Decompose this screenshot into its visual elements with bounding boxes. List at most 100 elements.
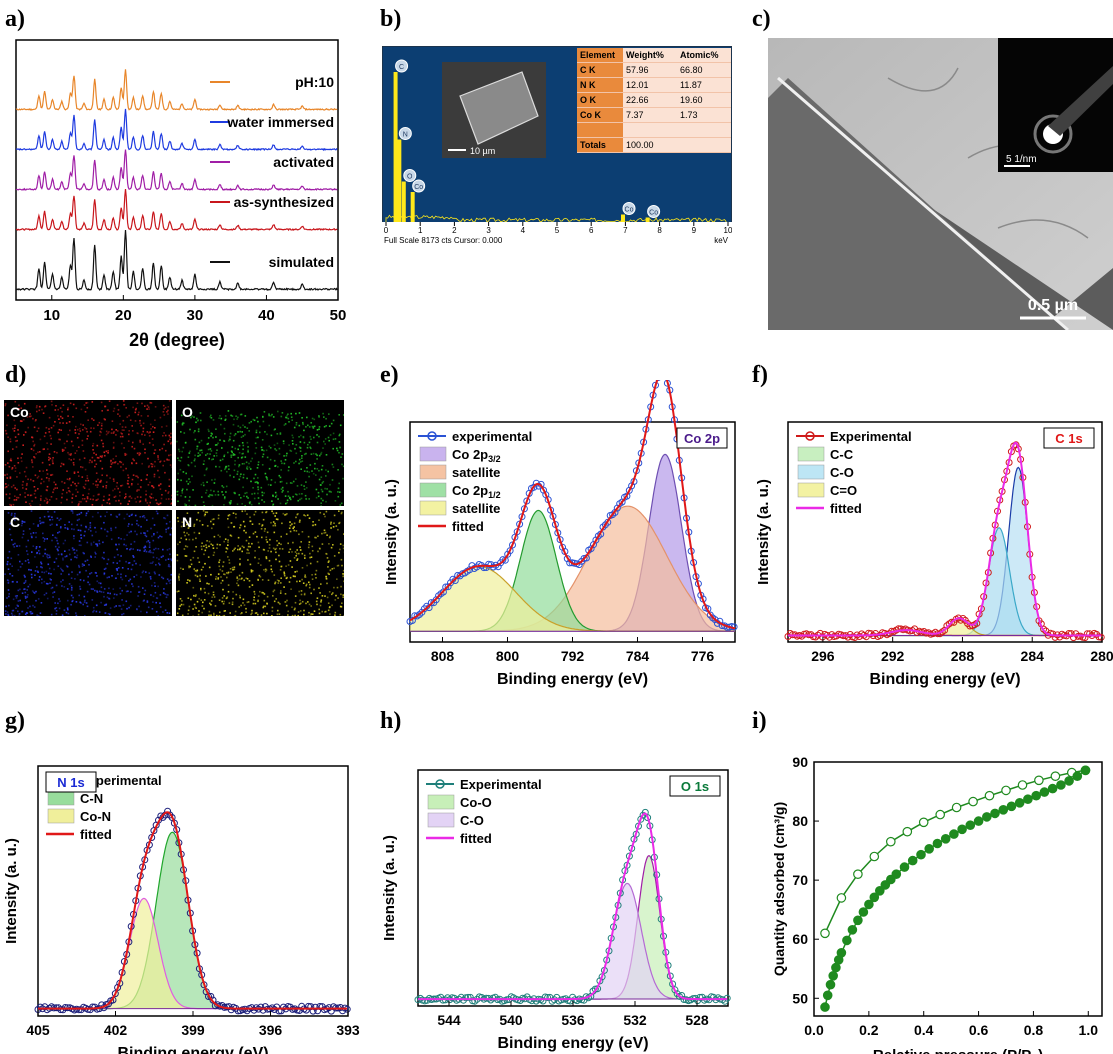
panel-label-b: b) xyxy=(380,6,402,32)
map-dot xyxy=(7,414,9,417)
map-dot xyxy=(140,576,142,578)
map-dot xyxy=(315,536,317,539)
map-dot xyxy=(300,497,303,500)
map-dot xyxy=(318,469,320,472)
map-dot xyxy=(57,553,60,556)
map-dot xyxy=(286,501,288,504)
map-dot xyxy=(121,484,124,487)
map-dot xyxy=(323,532,325,534)
map-dot xyxy=(170,441,173,444)
map-dot xyxy=(177,472,179,475)
map-dot xyxy=(146,502,149,504)
map-dot xyxy=(151,535,153,538)
map-dot xyxy=(120,442,123,445)
map-dot xyxy=(203,460,205,462)
map-dot xyxy=(300,541,302,543)
map-dot xyxy=(239,475,242,478)
map-dot xyxy=(72,444,74,447)
legend-swatch-2 xyxy=(47,808,75,824)
map-dot xyxy=(269,458,272,461)
map-dot xyxy=(4,573,6,575)
map-dot xyxy=(278,601,280,604)
legend-swatch-3 xyxy=(797,482,825,498)
map-dot xyxy=(99,582,102,585)
map-dot xyxy=(206,443,209,445)
map-dot xyxy=(59,600,61,602)
map-dot xyxy=(257,497,260,499)
map-dot xyxy=(310,447,312,450)
map-dot xyxy=(341,463,343,466)
map-dot xyxy=(38,546,41,548)
map-dot xyxy=(320,453,322,455)
map-dot xyxy=(316,434,318,436)
map-dot xyxy=(144,498,147,501)
map-dot xyxy=(86,605,89,608)
map-dot xyxy=(274,582,276,585)
fitted-curve xyxy=(418,812,727,1001)
map-dot xyxy=(308,498,310,500)
map-dot xyxy=(28,568,30,571)
map-dot xyxy=(170,503,172,505)
map-dot xyxy=(62,463,65,465)
map-dot xyxy=(196,600,199,603)
map-dot xyxy=(162,548,164,551)
map-dot xyxy=(39,612,42,614)
map-dot xyxy=(254,481,257,484)
map-dot xyxy=(293,522,296,525)
map-dot xyxy=(255,431,258,434)
map-dot xyxy=(188,526,190,529)
map-dot xyxy=(130,530,132,533)
map-dot xyxy=(90,588,93,590)
x-tick-label-2: 399 xyxy=(181,1022,205,1038)
x-tick-label-1: 800 xyxy=(496,648,520,664)
map-dot xyxy=(6,611,9,613)
map-dot xyxy=(243,604,246,606)
eds-peak-2 xyxy=(401,181,406,222)
map-dot xyxy=(50,587,53,590)
map-dot xyxy=(68,549,71,551)
map-dot xyxy=(14,470,17,472)
x-tick-label-2: 288 xyxy=(951,648,975,664)
map-dot xyxy=(22,487,24,489)
map-dot xyxy=(76,554,79,557)
map-dot xyxy=(148,408,150,410)
map-dot xyxy=(214,605,217,607)
map-dot xyxy=(87,435,89,437)
map-dot xyxy=(340,606,343,608)
map-dot xyxy=(328,543,330,545)
map-dot xyxy=(264,568,267,571)
map-dot xyxy=(209,494,211,496)
map-dot xyxy=(320,484,322,486)
map-dot xyxy=(221,447,223,449)
map-dot xyxy=(144,532,146,534)
map-dot xyxy=(198,441,201,444)
map-dot xyxy=(31,612,34,615)
map-dot xyxy=(152,561,154,563)
legend-label-2: activated xyxy=(273,154,334,170)
map-dot xyxy=(218,466,221,468)
map-dot xyxy=(10,514,13,516)
map-dot xyxy=(48,554,51,557)
map-dot xyxy=(19,493,21,496)
map-dot xyxy=(273,444,276,446)
map-dot xyxy=(24,597,27,599)
map-dot xyxy=(292,480,295,483)
map-dot xyxy=(51,516,53,518)
map-dot xyxy=(337,491,339,493)
map-dot xyxy=(202,510,205,512)
map-dot xyxy=(119,592,122,595)
map-dot xyxy=(271,510,273,513)
map-dot xyxy=(155,564,157,566)
map-dot xyxy=(300,593,303,596)
map-dot xyxy=(134,514,137,517)
map-dot xyxy=(261,536,263,539)
map-dot xyxy=(148,504,150,507)
map-dot xyxy=(86,430,88,433)
map-dot xyxy=(13,430,16,432)
map-dot xyxy=(239,430,241,433)
map-dot xyxy=(36,566,38,568)
map-dot xyxy=(15,440,17,442)
map-dot xyxy=(318,454,321,457)
map-dot xyxy=(343,533,345,535)
xrd-series-0 xyxy=(15,69,338,112)
